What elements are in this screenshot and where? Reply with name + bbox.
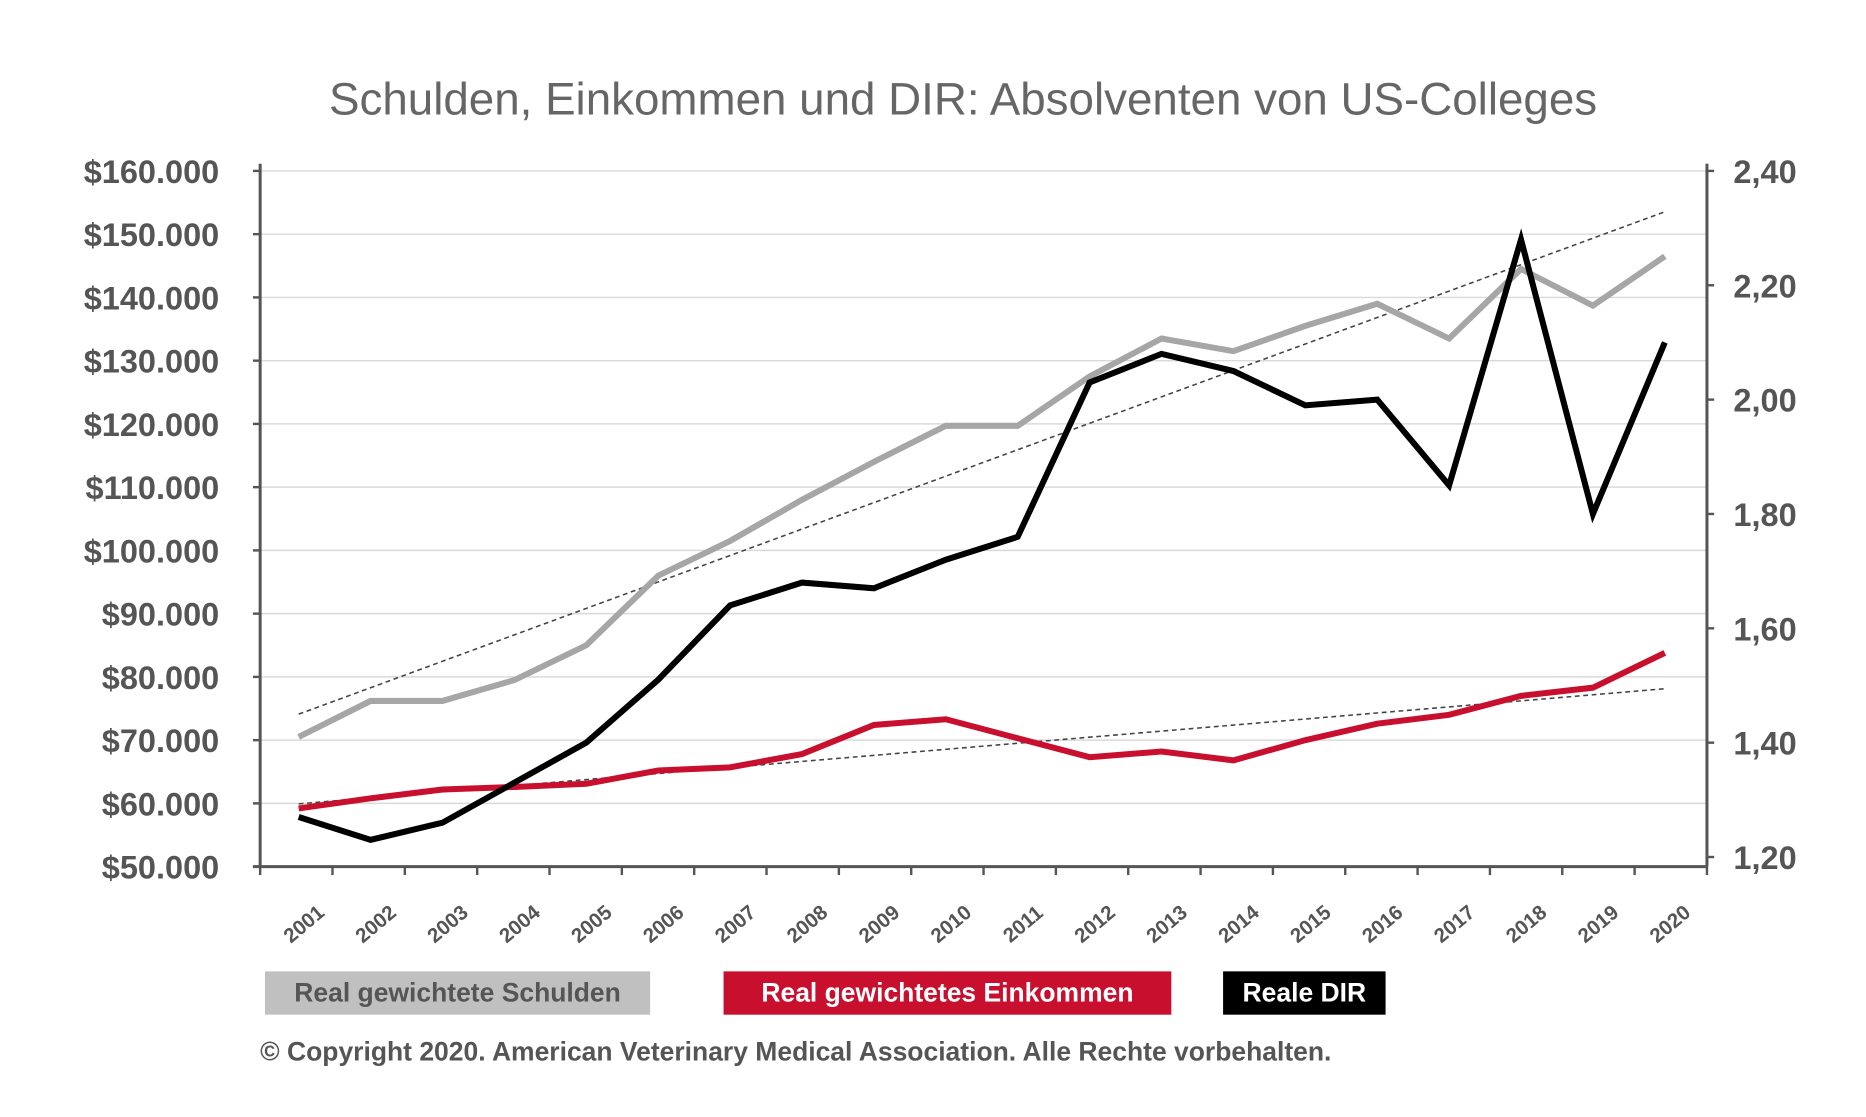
left-tick-label: $140.000: [84, 280, 220, 316]
right-tick-label: 1,60: [1733, 611, 1796, 647]
x-tick-label: 2011: [999, 901, 1048, 947]
series-line: [298, 650, 1667, 812]
legend-swatch: [1223, 971, 1386, 1015]
x-tick-label: 2019: [1574, 901, 1624, 948]
left-tick-label: $120.000: [84, 407, 220, 443]
x-tick-label: 2020: [1645, 901, 1695, 948]
x-tick-label: 2017: [1430, 901, 1480, 948]
x-tick-label: 2006: [639, 901, 689, 948]
x-tick-label: 2004: [495, 900, 545, 947]
legend-label: Reale DIR: [1243, 977, 1367, 1007]
left-tick-label: $160.000: [84, 154, 220, 190]
legend-label: Real gewichtete Schulden: [294, 977, 621, 1007]
x-tick-label: 2007: [711, 901, 761, 948]
x-tick-label: 2002: [351, 901, 401, 948]
series-line: [297, 253, 1667, 740]
left-tick-label: $150.000: [84, 217, 220, 253]
copyright-text: © Copyright 2020. American Veterinary Me…: [260, 1036, 1331, 1066]
legend: Real gewichtete Schulden Real gewichtetes…: [264, 971, 1386, 1015]
x-tick-label: 2015: [1286, 901, 1336, 948]
right-tick-label: 2,00: [1733, 383, 1796, 419]
x-tick-label: 2001: [279, 901, 329, 948]
legend-swatch: [264, 971, 651, 1015]
x-tick-label: 2013: [1142, 901, 1192, 948]
left-tick-label: $130.000: [84, 344, 220, 380]
right-tick-label: 2,20: [1733, 268, 1796, 304]
x-tick-label: 2009: [855, 901, 905, 948]
trendline: [298, 211, 1666, 715]
legend-label: Real gewichtetes Einkommen: [761, 977, 1133, 1007]
left-tick-label: $110.000: [86, 470, 220, 506]
chart-title: Schulden, Einkommen und DIR: Absolventen…: [329, 73, 1597, 124]
gridlines: [260, 170, 1707, 805]
series-lines: [297, 228, 1668, 843]
x-tick-label: 2016: [1358, 901, 1408, 948]
right-tick-label: 1,20: [1733, 840, 1796, 876]
left-tick-label: $80.000: [102, 660, 219, 696]
left-tick-label: $70.000: [102, 723, 219, 759]
x-tick-label: 2012: [1070, 901, 1120, 948]
series-line: [297, 228, 1668, 843]
right-tick-label: 1,40: [1733, 726, 1796, 762]
left-tick-label: $90.000: [102, 597, 219, 633]
left-tick-label: $100.000: [84, 533, 220, 569]
x-tick-label: 2010: [926, 901, 976, 948]
x-tick-label: 2008: [783, 901, 833, 948]
x-tick-label: 2003: [423, 901, 473, 948]
right-tick-label: 2,40: [1733, 154, 1796, 190]
x-tick-label: 2005: [567, 901, 617, 948]
axes: [252, 163, 1715, 876]
legend-swatch: [723, 971, 1172, 1015]
x-tick-label: 2018: [1502, 901, 1552, 948]
left-tick-label: $60.000: [102, 786, 219, 822]
right-tick-label: 1,80: [1733, 497, 1796, 533]
left-tick-label: $50.000: [102, 850, 219, 886]
x-tick-label: 2014: [1214, 900, 1264, 947]
